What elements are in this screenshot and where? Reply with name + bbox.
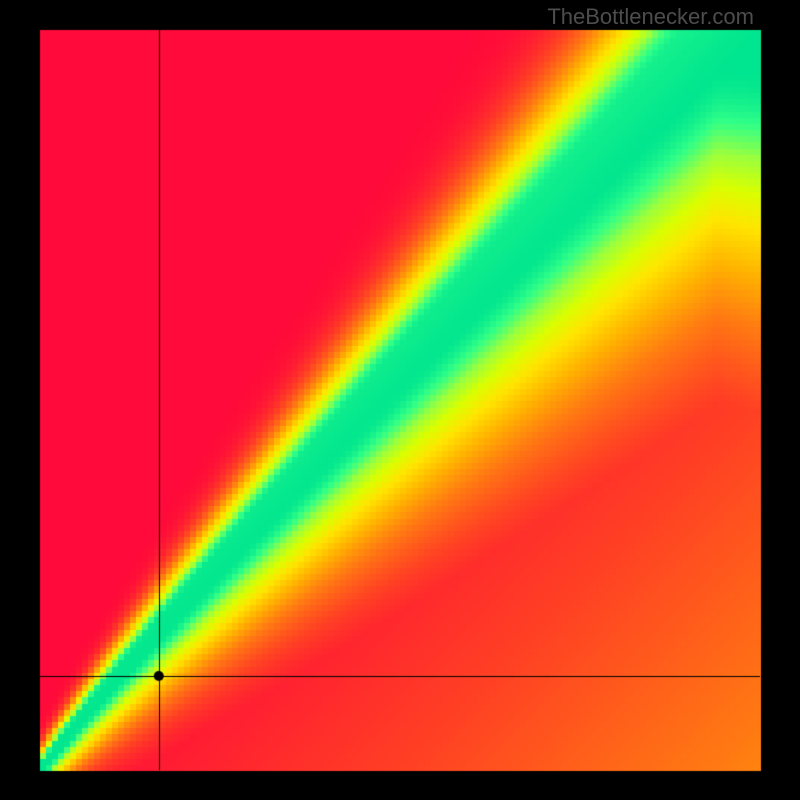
chart-container: TheBottlenecker.com bbox=[0, 0, 800, 800]
bottleneck-heatmap-canvas bbox=[0, 0, 800, 800]
watermark-text: TheBottlenecker.com bbox=[547, 4, 754, 30]
